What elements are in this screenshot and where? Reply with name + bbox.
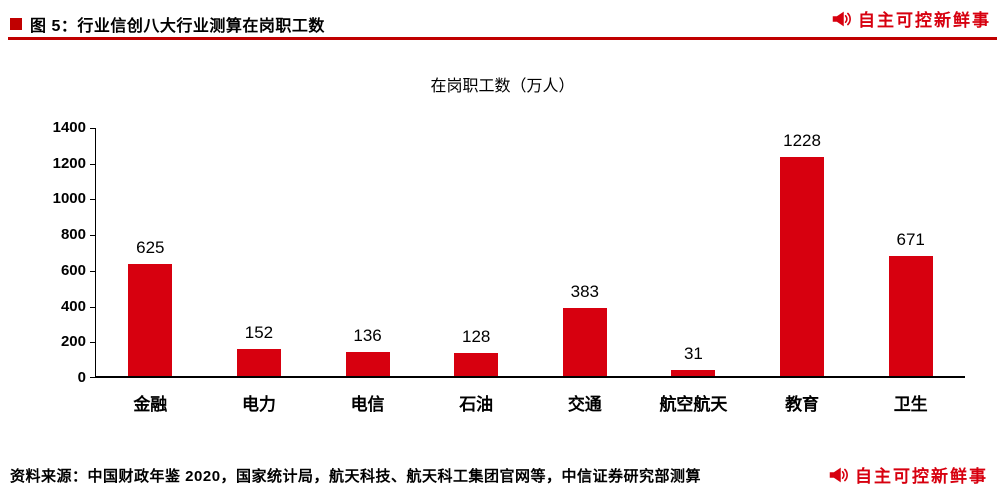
megaphone-icon (827, 464, 849, 486)
bar-column: 31 航空航天 (639, 128, 748, 414)
bar-value-label: 383 (570, 281, 599, 301)
y-axis-tick-label: 1400 (52, 119, 86, 136)
plot-area: 625 金融 152 电力 136 电信 128 石油 383 交通 31 航空航天 1228 教育 671… (53, 119, 965, 414)
y-axis-tick-mark (90, 235, 96, 237)
bar-value-label: 152 (244, 322, 274, 342)
bar-column: 671 卫生 (856, 128, 965, 414)
category-label: 电力 (241, 395, 276, 414)
y-axis-tick-label: 400 (60, 297, 86, 315)
bar (671, 370, 716, 376)
y-axis-tick-label: 1000 (52, 190, 86, 208)
bar-value-label: 625 (136, 238, 165, 258)
source-note: 资料来源：中国财政年鉴 2020，国家统计局，航天科技、航天科工集团官网等，中信… (10, 468, 702, 485)
y-axis-tick-mark (90, 128, 96, 129)
bar-columns: 625 金融 152 电力 136 电信 128 石油 383 交通 31 航空航天 1228 教育 671… (96, 128, 965, 414)
bar (562, 307, 607, 376)
red-divider-line (8, 37, 997, 40)
y-axis-tick-label: 200 (60, 333, 86, 351)
watermark-bottom: 自主可控新鲜事 (824, 461, 991, 488)
category-label: 教育 (785, 395, 820, 414)
category-label: 电信 (350, 395, 385, 414)
category-label: 航空航天 (659, 395, 728, 414)
bar-column: 1228 教育 (748, 128, 857, 414)
y-axis-tick-mark (90, 342, 96, 344)
category-label: 金融 (133, 395, 168, 414)
bar-column: 136 电信 (313, 128, 422, 414)
bar (454, 353, 499, 376)
y-axis-tick-label: 600 (60, 261, 86, 279)
watermark-text: 自主可控新鲜事 (855, 467, 988, 486)
category-label: 交通 (567, 395, 602, 414)
bar-value-label: 1228 (783, 130, 821, 150)
y-axis-tick-mark (90, 199, 96, 201)
y-axis-tick-mark (90, 306, 96, 308)
bar (780, 156, 825, 376)
y-axis-tick-mark (90, 163, 96, 165)
megaphone-icon (830, 8, 852, 30)
bar-value-label: 31 (683, 344, 703, 364)
y-axis-tick-mark (90, 270, 96, 272)
watermark-text: 自主可控新鲜事 (858, 11, 991, 30)
bar-value-label: 671 (896, 230, 925, 250)
category-label: 石油 (459, 395, 494, 414)
bar (888, 256, 933, 376)
chart-title: 在岗职工数（万人） (430, 78, 575, 95)
bar-value-label: 128 (462, 327, 491, 347)
category-label: 卫生 (893, 395, 928, 414)
figure-header: 图 5：行业信创八大行业测算在岗职工数 (10, 12, 325, 36)
figure-title: 图 5：行业信创八大行业测算在岗职工数 (30, 18, 325, 35)
bar-column: 152 电力 (205, 128, 314, 414)
y-axis-tick-label: 1200 (52, 154, 86, 172)
bar (236, 348, 281, 376)
bar (345, 351, 390, 376)
bar-column: 625 金融 (96, 128, 205, 414)
bar-column: 128 石油 (422, 128, 531, 414)
bar-value-label: 136 (353, 325, 382, 345)
bar (128, 264, 173, 376)
y-axis-tick-mark (90, 377, 96, 378)
red-square-bullet-icon (10, 18, 22, 30)
y-axis-tick-label: 0 (77, 369, 86, 386)
y-axis-tick-label: 800 (60, 226, 86, 244)
bar-column: 383 交通 (531, 128, 640, 414)
watermark-top: 自主可控新鲜事 (830, 6, 991, 31)
